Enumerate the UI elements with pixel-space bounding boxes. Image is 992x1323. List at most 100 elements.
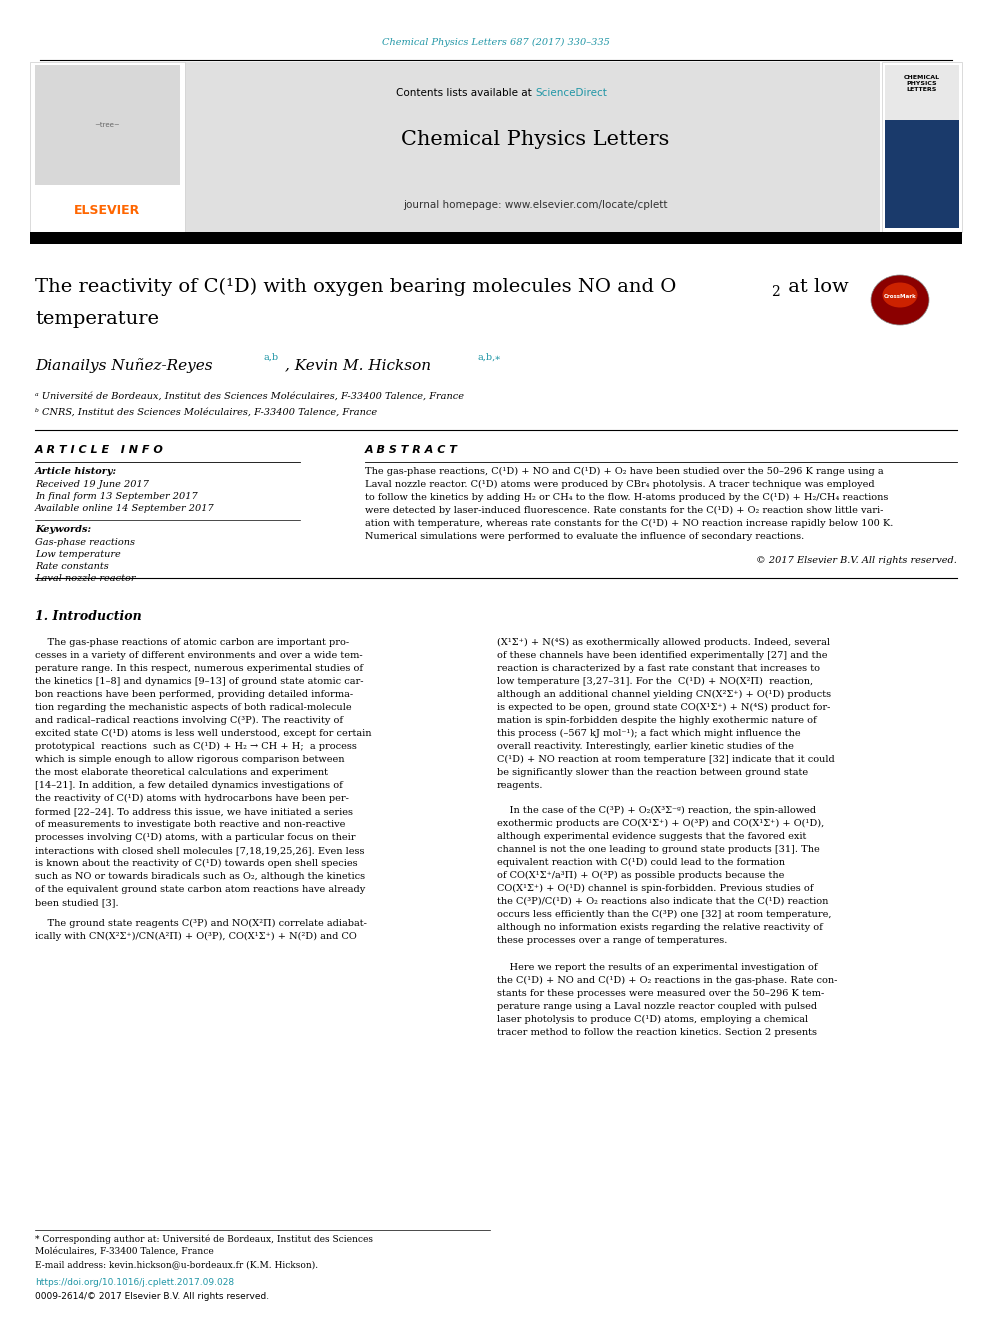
Bar — [185, 62, 880, 232]
Bar — [30, 62, 185, 232]
Text: cesses in a variety of different environments and over a wide tem-: cesses in a variety of different environ… — [35, 651, 363, 660]
Text: Received 19 June 2017: Received 19 June 2017 — [35, 480, 149, 490]
Text: the most elaborate theoretical calculations and experiment: the most elaborate theoretical calculati… — [35, 767, 328, 777]
Text: 2: 2 — [771, 284, 780, 299]
Text: the C(¹D) + NO and C(¹D) + O₂ reactions in the gas-phase. Rate con-: the C(¹D) + NO and C(¹D) + O₂ reactions … — [497, 976, 837, 986]
Text: ELSEVIER: ELSEVIER — [73, 204, 140, 217]
Text: this process (–567 kJ mol⁻¹); a fact which might influence the: this process (–567 kJ mol⁻¹); a fact whi… — [497, 729, 801, 738]
Text: the reactivity of C(¹D) atoms with hydrocarbons have been per-: the reactivity of C(¹D) atoms with hydro… — [35, 794, 349, 803]
Text: Gas-phase reactions: Gas-phase reactions — [35, 538, 135, 546]
Text: the C(³P)/C(¹D) + O₂ reactions also indicate that the C(¹D) reaction: the C(³P)/C(¹D) + O₂ reactions also indi… — [497, 897, 828, 906]
Text: Moléculaires, F-33400 Talence, France: Moléculaires, F-33400 Talence, France — [35, 1248, 213, 1256]
Text: is known about the reactivity of C(¹D) towards open shell species: is known about the reactivity of C(¹D) t… — [35, 859, 358, 868]
Text: Laval nozzle reactor: Laval nozzle reactor — [35, 574, 136, 583]
Bar — [30, 232, 962, 243]
Text: exothermic products are CO(X¹Σ⁺) + O(³P) and CO(X¹Σ⁺) + O(¹D),: exothermic products are CO(X¹Σ⁺) + O(³P)… — [497, 819, 824, 828]
Text: Dianailys Nuñez-Reyes: Dianailys Nuñez-Reyes — [35, 359, 212, 373]
Text: https://doi.org/10.1016/j.cplett.2017.09.028: https://doi.org/10.1016/j.cplett.2017.09… — [35, 1278, 234, 1287]
Text: stants for these processes were measured over the 50–296 K tem-: stants for these processes were measured… — [497, 990, 824, 998]
Text: such as NO or towards biradicals such as O₂, although the kinetics: such as NO or towards biradicals such as… — [35, 872, 365, 881]
Text: tracer method to follow the reaction kinetics. Section 2 presents: tracer method to follow the reaction kin… — [497, 1028, 817, 1037]
Text: although an additional channel yielding CN(X²Σ⁺) + O(¹D) products: although an additional channel yielding … — [497, 691, 831, 699]
Text: interactions with closed shell molecules [7,18,19,25,26]. Even less: interactions with closed shell molecules… — [35, 845, 364, 855]
Text: Rate constants: Rate constants — [35, 562, 109, 572]
Text: temperature: temperature — [35, 310, 159, 328]
Text: (X¹Σ⁺) + N(⁴S) as exothermically allowed products. Indeed, several: (X¹Σ⁺) + N(⁴S) as exothermically allowed… — [497, 638, 830, 647]
Text: excited state C(¹D) atoms is less well understood, except for certain: excited state C(¹D) atoms is less well u… — [35, 729, 371, 738]
Text: these processes over a range of temperatures.: these processes over a range of temperat… — [497, 935, 727, 945]
Text: ation with temperature, whereas rate constants for the C(¹D) + NO reaction incre: ation with temperature, whereas rate con… — [365, 519, 894, 528]
Text: mation is spin-forbidden despite the highly exothermic nature of: mation is spin-forbidden despite the hig… — [497, 716, 816, 725]
Text: Low temperature: Low temperature — [35, 550, 121, 560]
Text: channel is not the one leading to ground state products [31]. The: channel is not the one leading to ground… — [497, 845, 819, 855]
Text: prototypical  reactions  such as C(¹D) + H₂ → CH + H;  a process: prototypical reactions such as C(¹D) + H… — [35, 742, 357, 751]
Bar — [885, 65, 959, 120]
Text: CrossMark: CrossMark — [884, 294, 917, 299]
Ellipse shape — [883, 283, 918, 307]
Text: reagents.: reagents. — [497, 781, 544, 790]
Text: The gas-phase reactions, C(¹D) + NO and C(¹D) + O₂ have been studied over the 50: The gas-phase reactions, C(¹D) + NO and … — [365, 467, 884, 476]
Text: ᵇ CNRS, Institut des Sciences Moléculaires, F-33400 Talence, France: ᵇ CNRS, Institut des Sciences Moléculair… — [35, 407, 377, 417]
Text: laser photolysis to produce C(¹D) atoms, employing a chemical: laser photolysis to produce C(¹D) atoms,… — [497, 1015, 808, 1024]
Text: CO(X¹Σ⁺) + O(¹D) channel is spin-forbidden. Previous studies of: CO(X¹Σ⁺) + O(¹D) channel is spin-forbidd… — [497, 884, 813, 893]
Text: of measurements to investigate both reactive and non-reactive: of measurements to investigate both reac… — [35, 820, 345, 830]
Text: overall reactivity. Interestingly, earlier kinetic studies of the: overall reactivity. Interestingly, earli… — [497, 742, 794, 751]
Text: a,b,⁎: a,b,⁎ — [477, 353, 500, 363]
Text: ᵃ Université de Bordeaux, Institut des Sciences Moléculaires, F-33400 Talence, F: ᵃ Université de Bordeaux, Institut des S… — [35, 392, 464, 401]
Text: tion regarding the mechanistic aspects of both radical-molecule: tion regarding the mechanistic aspects o… — [35, 703, 351, 712]
Text: E-mail address: kevin.hickson@u-bordeaux.fr (K.M. Hickson).: E-mail address: kevin.hickson@u-bordeaux… — [35, 1259, 318, 1269]
Text: ically with CN(X²Σ⁺)/CN(A²Π) + O(³P), CO(X¹Σ⁺) + N(²D) and CO: ically with CN(X²Σ⁺)/CN(A²Π) + O(³P), CO… — [35, 931, 357, 941]
Text: a,b: a,b — [264, 353, 279, 363]
Text: to follow the kinetics by adding H₂ or CH₄ to the flow. H-atoms produced by the : to follow the kinetics by adding H₂ or C… — [365, 493, 889, 503]
Text: 0009-2614/© 2017 Elsevier B.V. All rights reserved.: 0009-2614/© 2017 Elsevier B.V. All right… — [35, 1293, 269, 1301]
Text: low temperature [3,27–31]. For the  C(¹D) + NO(X²Π)  reaction,: low temperature [3,27–31]. For the C(¹D)… — [497, 677, 813, 687]
Text: journal homepage: www.elsevier.com/locate/cplett: journal homepage: www.elsevier.com/locat… — [403, 200, 668, 210]
Text: bon reactions have been performed, providing detailed informa-: bon reactions have been performed, provi… — [35, 691, 353, 699]
Text: Chemical Physics Letters: Chemical Physics Letters — [401, 130, 670, 149]
Text: equivalent reaction with C(¹D) could lead to the formation: equivalent reaction with C(¹D) could lea… — [497, 859, 785, 867]
Text: In final form 13 September 2017: In final form 13 September 2017 — [35, 492, 197, 501]
Text: Laval nozzle reactor. C(¹D) atoms were produced by CBr₄ photolysis. A tracer tec: Laval nozzle reactor. C(¹D) atoms were p… — [365, 480, 875, 490]
Text: In the case of the C(³P) + O₂(X³Σ⁻ᵍ) reaction, the spin-allowed: In the case of the C(³P) + O₂(X³Σ⁻ᵍ) rea… — [497, 806, 816, 815]
Text: 1. Introduction: 1. Introduction — [35, 610, 142, 623]
Text: © 2017 Elsevier B.V. All rights reserved.: © 2017 Elsevier B.V. All rights reserved… — [756, 556, 957, 565]
Text: although no information exists regarding the relative reactivity of: although no information exists regarding… — [497, 923, 822, 931]
Text: perature range using a Laval nozzle reactor coupled with pulsed: perature range using a Laval nozzle reac… — [497, 1002, 817, 1011]
Text: been studied [3].: been studied [3]. — [35, 898, 119, 908]
Text: Available online 14 September 2017: Available online 14 September 2017 — [35, 504, 214, 513]
Text: although experimental evidence suggests that the favored exit: although experimental evidence suggests … — [497, 832, 806, 841]
Text: Chemical Physics Letters 687 (2017) 330–335: Chemical Physics Letters 687 (2017) 330–… — [382, 38, 610, 48]
Text: be significantly slower than the reaction between ground state: be significantly slower than the reactio… — [497, 767, 808, 777]
Text: were detected by laser-induced fluorescence. Rate constants for the C(¹D) + O₂ r: were detected by laser-induced fluoresce… — [365, 505, 883, 515]
Bar — [882, 62, 962, 232]
Text: , Kevin M. Hickson: , Kevin M. Hickson — [285, 359, 432, 372]
Text: the kinetics [1–8] and dynamics [9–13] of ground state atomic car-: the kinetics [1–8] and dynamics [9–13] o… — [35, 677, 363, 687]
Text: of the equivalent ground state carbon atom reactions have already: of the equivalent ground state carbon at… — [35, 885, 365, 894]
Text: formed [22–24]. To address this issue, we have initiated a series: formed [22–24]. To address this issue, w… — [35, 807, 353, 816]
Text: A R T I C L E   I N F O: A R T I C L E I N F O — [35, 445, 164, 455]
Text: Article history:: Article history: — [35, 467, 117, 476]
Text: is expected to be open, ground state CO(X¹Σ⁺) + N(⁴S) product for-: is expected to be open, ground state CO(… — [497, 703, 830, 712]
Text: Contents lists available at: Contents lists available at — [396, 89, 535, 98]
Text: The gas-phase reactions of atomic carbon are important pro-: The gas-phase reactions of atomic carbon… — [35, 638, 349, 647]
Text: which is simple enough to allow rigorous comparison between: which is simple enough to allow rigorous… — [35, 755, 344, 763]
Bar — [35, 65, 180, 185]
Text: The reactivity of C(¹D) with oxygen bearing molecules NO and O: The reactivity of C(¹D) with oxygen bear… — [35, 278, 677, 296]
Text: and radical–radical reactions involving C(³P). The reactivity of: and radical–radical reactions involving … — [35, 716, 343, 725]
Text: reaction is characterized by a fast rate constant that increases to: reaction is characterized by a fast rate… — [497, 664, 820, 673]
Text: ScienceDirect: ScienceDirect — [535, 89, 607, 98]
Text: of these channels have been identified experimentally [27] and the: of these channels have been identified e… — [497, 651, 827, 660]
Text: The ground state reagents C(³P) and NO(X²Π) correlate adiabat-: The ground state reagents C(³P) and NO(X… — [35, 919, 367, 929]
Text: of CO(X¹Σ⁺/a³Π) + O(³P) as possible products because the: of CO(X¹Σ⁺/a³Π) + O(³P) as possible prod… — [497, 871, 785, 880]
Text: CHEMICAL
PHYSICS
LETTERS: CHEMICAL PHYSICS LETTERS — [904, 75, 940, 93]
Text: at low: at low — [782, 278, 849, 296]
Bar — [885, 120, 959, 228]
Text: processes involving C(¹D) atoms, with a particular focus on their: processes involving C(¹D) atoms, with a … — [35, 833, 355, 843]
Text: Numerical simulations were performed to evaluate the influence of secondary reac: Numerical simulations were performed to … — [365, 532, 805, 541]
Text: C(¹D) + NO reaction at room temperature [32] indicate that it could: C(¹D) + NO reaction at room temperature … — [497, 755, 834, 765]
Text: * Corresponding author at: Université de Bordeaux, Institut des Sciences: * Corresponding author at: Université de… — [35, 1234, 373, 1244]
Text: A B S T R A C T: A B S T R A C T — [365, 445, 458, 455]
Text: Keywords:: Keywords: — [35, 525, 91, 534]
Text: occurs less efficiently than the C(³P) one [32] at room temperature,: occurs less efficiently than the C(³P) o… — [497, 910, 831, 919]
Ellipse shape — [871, 275, 929, 325]
